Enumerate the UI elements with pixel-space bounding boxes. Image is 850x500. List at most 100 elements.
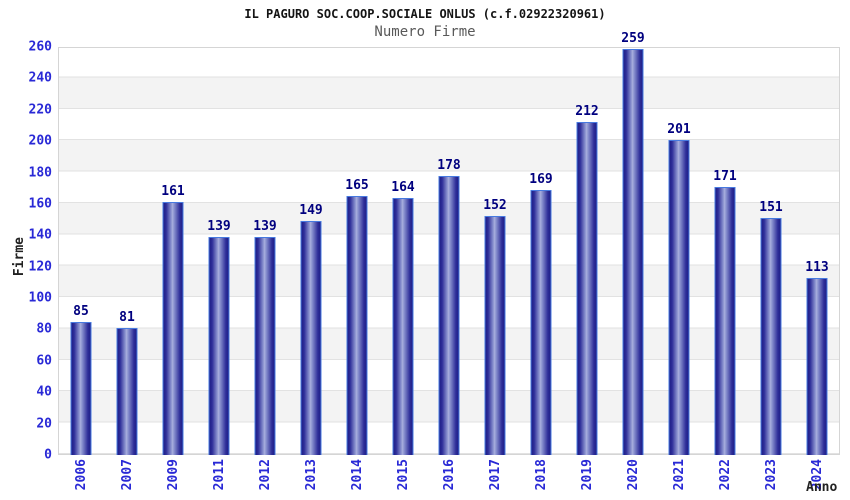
bar-value-label: 85: [73, 303, 89, 319]
y-tick-label: 80: [36, 321, 52, 337]
x-tick-label: 2011: [211, 459, 227, 491]
bar-slot: 178: [426, 47, 472, 455]
bar-slot: 152: [472, 47, 518, 455]
x-tick-label: 2007: [119, 459, 135, 491]
x-tick-slot: 2020: [610, 459, 656, 490]
bar-slot: 165: [334, 47, 380, 455]
bar-slot: 149: [288, 47, 334, 455]
bar-slot: 113: [794, 47, 840, 455]
bar-value-label: 169: [529, 171, 553, 187]
bar: [70, 321, 92, 455]
bar-slot: 212: [564, 47, 610, 455]
x-tick-slot: 2018: [518, 459, 564, 490]
bar-value-label: 152: [483, 198, 507, 214]
bar-slot: 164: [380, 47, 426, 455]
bar: [116, 327, 138, 455]
x-tick-label: 2014: [349, 459, 365, 491]
bar-value-label: 151: [759, 200, 783, 216]
y-tick-label: 20: [36, 416, 52, 432]
x-tick-slot: 2015: [380, 459, 426, 490]
y-tick-label: 220: [28, 102, 52, 118]
y-tick-label: 0: [44, 447, 52, 463]
x-tick-label: 2021: [671, 459, 687, 491]
bars-container: 85 81 161 139 139 149 165 164 178 152 169 212 259 201…: [58, 32, 840, 455]
bar-value-label: 161: [161, 184, 185, 200]
bar-value-label: 201: [667, 121, 691, 137]
bar-value-label: 81: [119, 309, 135, 325]
bar-value-label: 212: [575, 104, 599, 120]
x-tick-slot: 2022: [702, 459, 748, 490]
bar-slot: 259: [610, 32, 656, 455]
x-tick-label: 2009: [165, 459, 181, 491]
bar: [622, 48, 644, 455]
y-tick-label: 100: [28, 290, 52, 306]
x-tick-slot: 2013: [288, 459, 334, 490]
bar: [162, 202, 184, 455]
bar: [438, 175, 460, 455]
bar-value-label: 171: [713, 168, 737, 184]
bar: [346, 196, 368, 455]
y-axis-title: Firme: [12, 237, 27, 277]
bar: [576, 122, 598, 455]
bar-value-label: 164: [391, 179, 415, 195]
x-tick-slot: 2009: [150, 459, 196, 490]
x-tick-slot: 2016: [426, 459, 472, 490]
chart-title: IL PAGURO SOC.COOP.SOCIALE ONLUS (c.f.02…: [244, 7, 606, 21]
bar: [254, 236, 276, 455]
x-tick-label: 2020: [625, 459, 641, 491]
bar: [392, 197, 414, 455]
bar-value-label: 178: [437, 157, 461, 173]
bar-slot: 151: [748, 47, 794, 455]
y-tick-label: 200: [28, 133, 52, 149]
y-axis-ticks: 0 20 40 60 80 100 120 140 160 180 200 220 240 260: [0, 41, 52, 462]
x-tick-slot: 2011: [196, 459, 242, 490]
bar: [484, 216, 506, 455]
y-tick-label: 180: [28, 165, 52, 181]
bar-slot: 139: [196, 47, 242, 455]
x-tick-slot: 2014: [334, 459, 380, 490]
bar-slot: 201: [656, 47, 702, 455]
bar: [530, 189, 552, 455]
y-tick-label: 40: [36, 384, 52, 400]
x-tick-slot: 2006: [58, 459, 104, 490]
bar-slot: 85: [58, 47, 104, 455]
bar-value-label: 149: [299, 203, 323, 219]
chart-subtitle: Numero Firme: [374, 24, 476, 40]
bar-slot: 171: [702, 47, 748, 455]
bar-value-label: 259: [621, 30, 645, 46]
x-tick-slot: 2021: [656, 459, 702, 490]
x-tick-label: 2015: [395, 459, 411, 491]
y-tick-label: 140: [28, 227, 52, 243]
bar: [668, 139, 690, 455]
bar: [806, 277, 828, 455]
x-tick-label: 2017: [487, 459, 503, 491]
bar-value-label: 139: [207, 218, 231, 234]
bar-slot: 139: [242, 47, 288, 455]
bar-value-label: 113: [805, 259, 829, 275]
x-tick-label: 2013: [303, 459, 319, 491]
bar: [714, 186, 736, 455]
bar-value-label: 139: [253, 218, 277, 234]
x-tick-label: 2022: [717, 459, 733, 491]
x-tick-label: 2016: [441, 459, 457, 491]
y-tick-label: 120: [28, 259, 52, 275]
y-tick-label: 260: [28, 39, 52, 55]
x-tick-slot: 2007: [104, 459, 150, 490]
bar-slot: 81: [104, 47, 150, 455]
x-tick-label: 2012: [257, 459, 273, 491]
x-tick-label: 2006: [73, 459, 89, 491]
bar: [300, 221, 322, 455]
bar: [208, 236, 230, 455]
bar-value-label: 165: [345, 178, 369, 194]
x-tick-slot: 2019: [564, 459, 610, 490]
x-tick-label: 2018: [533, 459, 549, 491]
x-tick-label: 2019: [579, 459, 595, 491]
x-tick-slot: 2023: [748, 459, 794, 490]
y-tick-label: 60: [36, 353, 52, 369]
x-tick-slot: 2017: [472, 459, 518, 490]
x-axis-title: Anno: [806, 480, 838, 495]
y-tick-label: 160: [28, 196, 52, 212]
y-tick-label: 240: [28, 70, 52, 86]
x-tick-label: 2023: [763, 459, 779, 491]
